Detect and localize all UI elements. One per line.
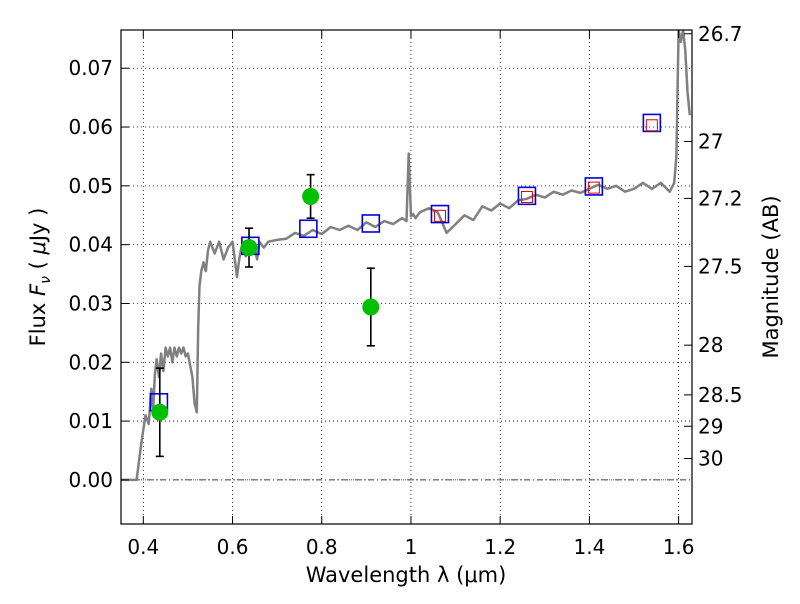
plot-frame <box>120 29 693 525</box>
observed-point <box>240 239 258 257</box>
y-tick-label: 0.03 <box>68 291 113 315</box>
plot-content <box>121 30 692 482</box>
magnitude-tick-label: 28 <box>698 333 723 357</box>
model-photometry-inner-square <box>433 209 446 222</box>
model-photometry-inner-square <box>587 181 600 194</box>
magnitude-tick-label: 28.5 <box>698 383 743 407</box>
x-axis-label: Wavelength λ (μm) <box>306 563 507 587</box>
model-photometry-square <box>299 219 318 239</box>
magnitude-tick-label: 27.5 <box>698 254 743 278</box>
y-tick-label: 0.06 <box>68 115 113 139</box>
x-tick-label: 0.6 <box>217 535 249 559</box>
tick-marks <box>121 30 692 524</box>
magnitude-tick-label: 27 <box>698 129 723 153</box>
plot-background <box>121 30 692 524</box>
x-tick-label: 1.6 <box>663 535 695 559</box>
y-tick-label: 0.02 <box>68 350 113 374</box>
x-tick-labels: 0.4 0.6 0.8 1 1.2 1.4 1.6 <box>127 535 694 559</box>
y-tick-label: 0.01 <box>68 409 113 433</box>
x-tick-label: 0.4 <box>127 535 159 559</box>
magnitude-tick-label: 26.7 <box>698 22 743 46</box>
model-photometry-square <box>517 186 537 206</box>
observed-point <box>362 298 380 316</box>
x-tick-label: 0.8 <box>306 535 338 559</box>
magnitude-tick-label: 27.2 <box>698 186 743 210</box>
model-photometry-square <box>584 177 604 196</box>
magnitude-tick-labels: 26.7 27 27.2 27.5 28 28.5 29 30 <box>698 22 743 471</box>
observed-point <box>302 187 320 205</box>
x-tick-label: 1 <box>405 535 418 559</box>
y-tick-labels: 0.00 0.01 0.02 0.03 0.04 0.05 0.06 0.07 <box>68 56 113 492</box>
x-tick-label: 1.2 <box>484 535 516 559</box>
x-tick-label: 1.4 <box>573 535 605 559</box>
magnitude-tick-label: 29 <box>698 414 723 438</box>
observed-point <box>151 403 169 421</box>
y-axis-label: Flux Fν ( μJy ) <box>26 208 54 347</box>
magnitude-tick-label: 30 <box>698 447 723 471</box>
magnitude-axis-label: Magnitude (AB) <box>759 195 783 358</box>
y-tick-label: 0.05 <box>68 174 113 198</box>
model-photometry-square <box>361 214 381 233</box>
model-photometry-inner-square <box>520 191 533 204</box>
y-tick-label: 0.07 <box>68 56 113 80</box>
model-photometry-square <box>642 113 662 133</box>
y-tick-label: 0.04 <box>68 233 113 257</box>
y-tick-label: 0.00 <box>68 468 113 492</box>
model-photometry-square <box>430 204 450 224</box>
model-photometry-inner-square <box>645 119 658 132</box>
